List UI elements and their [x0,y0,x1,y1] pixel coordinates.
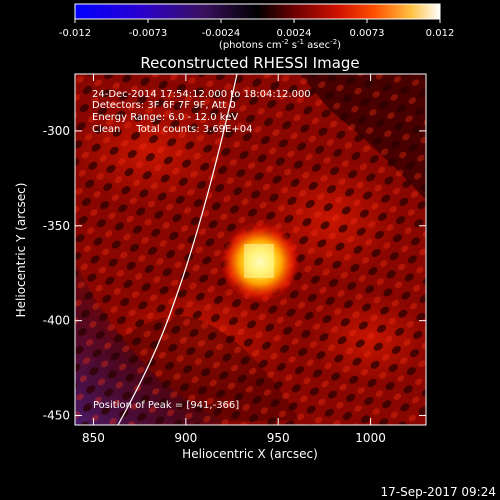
colorbar-ticks: -0.012 -0.0073 -0.0024 0.0024 0.0073 0.012 [59,19,454,39]
info-energy-range: Energy Range: 6.0 - 12.0 keV [92,112,238,123]
colorbar-tick-label: 0.0024 [277,28,312,39]
x-tick-label: 900 [174,431,197,445]
y-axis-label: Heliocentric Y (arcsec) [14,183,28,318]
colorbar-gradient [74,3,441,20]
x-axis-label: Heliocentric X (arcsec) [182,447,318,461]
rhessi-image [75,74,426,425]
colorbar-tick-label: -0.0073 [129,28,168,39]
solar-limb [117,74,238,425]
y-tick-label: -400 [43,314,70,328]
timestamp: 17-Sep-2017 09:24 [381,485,496,499]
info-detectors: Detectors: 3F 6F 7F 9F, Att 0 [92,100,236,111]
plot-title: Reconstructed RHESSI Image [140,54,359,72]
colorbar-units: (photons cm-2 s-1 asec-2) [219,38,341,51]
plot-frame [74,73,427,426]
colorbar-tick-label: 0.012 [426,28,455,39]
x-tick-label: 950 [267,431,290,445]
y-axis-ticks: -300 -350 -400 -450 [43,124,426,423]
x-tick-label: 1000 [355,431,386,445]
x-tick-label: 850 [82,431,105,445]
colorbar-tick-label: 0.0073 [350,28,385,39]
peak-position-label: Position of Peak = [941,-366] [93,400,239,411]
colorbar: -0.012 -0.0073 -0.0024 0.0024 0.0073 0.012 (p… [59,3,454,51]
y-tick-label: -300 [43,124,70,138]
colorbar-tick-label: -0.012 [59,28,91,39]
x-axis-ticks: 850 900 950 1000 [82,74,386,445]
y-tick-label: -450 [43,409,70,423]
colorbar-tick-label: -0.0024 [202,28,241,39]
observation-info: 24-Dec-2014 17:54:12.000 to 18:04:12.000… [92,89,311,135]
info-clean-counts: Clean Total counts: 3.69E+04 [92,124,252,135]
y-tick-label: -350 [43,219,70,233]
info-time-range: 24-Dec-2014 17:54:12.000 to 18:04:12.000 [92,89,311,100]
